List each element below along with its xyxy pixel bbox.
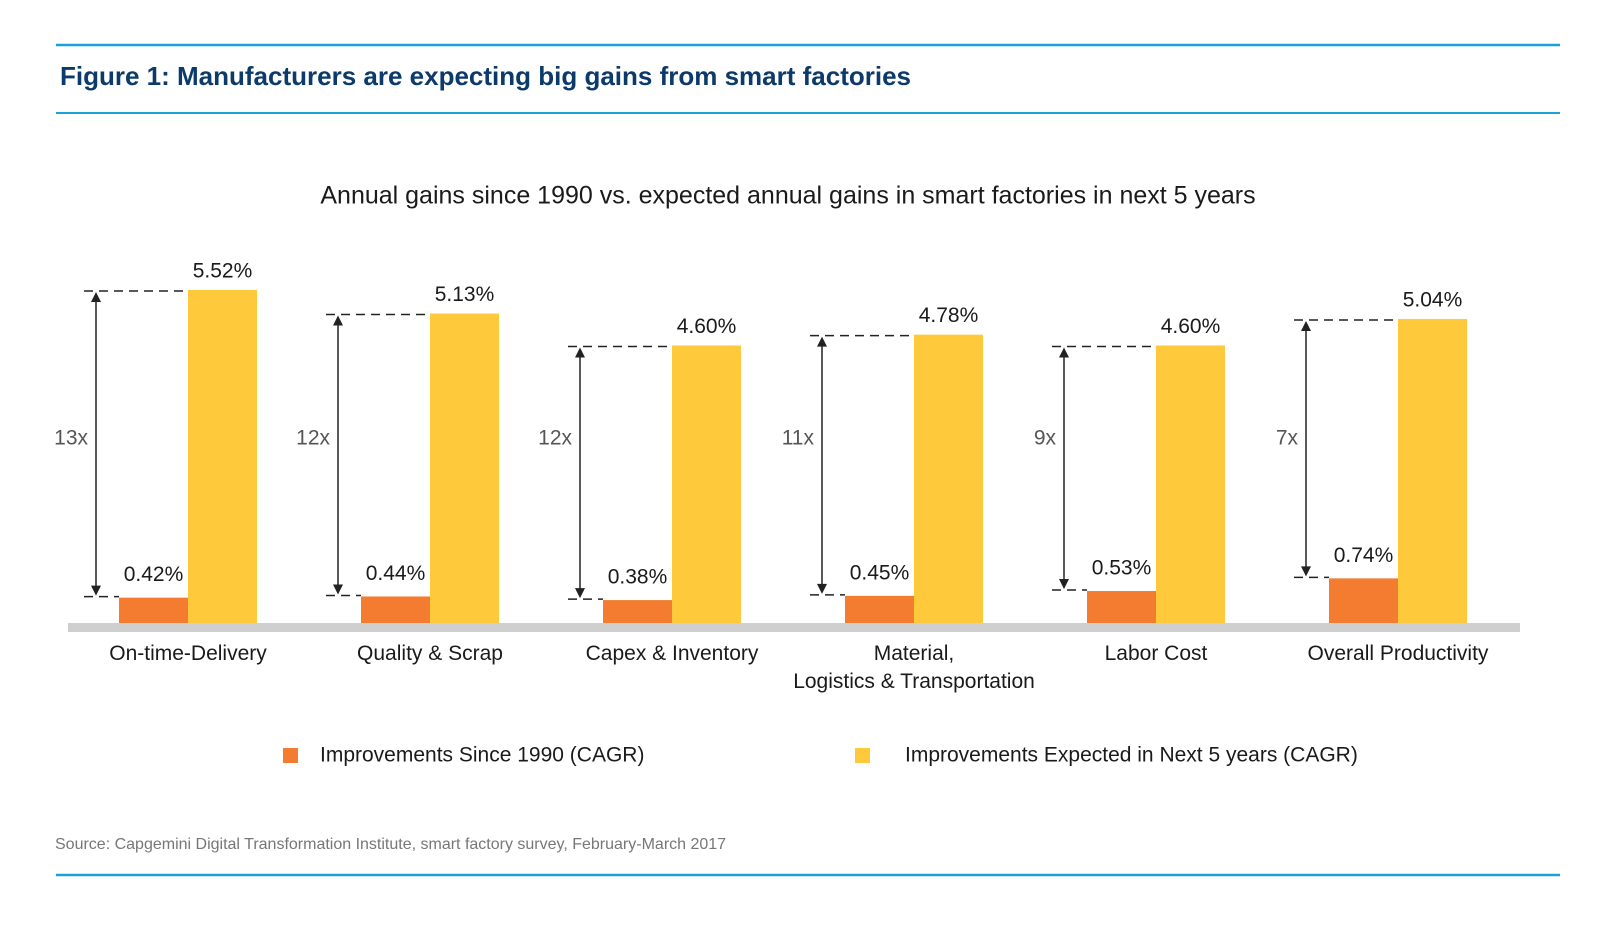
arrow-head [91, 585, 101, 596]
ratio-label: 12x [538, 427, 572, 450]
arrow-head [91, 292, 101, 302]
arrow-head [1301, 566, 1311, 577]
value-label: 4.60% [1161, 315, 1221, 338]
value-label: 0.53% [1092, 557, 1152, 580]
x-tick-label: Overall Productivity [1308, 642, 1489, 665]
arrow-head [575, 347, 585, 358]
x-tick-label: Material, Logistics & Transportation [793, 642, 1035, 693]
x-tick-label: Labor Cost [1105, 642, 1208, 665]
arrow-head [1301, 320, 1311, 331]
bar [914, 334, 983, 623]
legend-label: Improvements Expected in Next 5 years (C… [905, 744, 1358, 767]
ratio-label: 13x [54, 427, 88, 450]
legend-swatch [855, 748, 870, 763]
arrow-head [1059, 579, 1069, 590]
bar [1156, 345, 1225, 623]
arrow-head [817, 336, 827, 347]
value-label: 0.38% [608, 566, 668, 589]
value-label: 5.52% [193, 260, 253, 283]
x-tick-label: On-time-Delivery [109, 642, 267, 665]
value-label: 0.42% [124, 563, 184, 586]
bar [672, 345, 741, 623]
chart-subtitle: Annual gains since 1990 vs. expected ann… [320, 182, 1255, 210]
ratio-label: 9x [1034, 427, 1057, 450]
value-label: 0.45% [850, 561, 910, 584]
source: Source: Capgemini Digital Transformation… [55, 836, 726, 853]
value-label: 0.44% [366, 562, 426, 585]
value-label: 4.60% [677, 315, 737, 338]
value-label: 0.74% [1334, 544, 1394, 567]
bar [845, 595, 914, 623]
value-label: 5.13% [435, 283, 495, 306]
x-tick-label: Capex & Inventory [586, 642, 759, 665]
ratio-label: 11x [782, 427, 815, 450]
bar [1329, 578, 1398, 623]
bar [119, 597, 188, 623]
baseline [68, 623, 1520, 632]
ratio-label: 7x [1276, 427, 1299, 450]
bar [188, 290, 257, 623]
arrow-head [575, 588, 585, 599]
bar [1087, 591, 1156, 623]
bar [361, 596, 430, 623]
ratio-label: 12x [296, 427, 330, 450]
arrow-head [333, 315, 343, 326]
arrow-head [817, 583, 827, 594]
bar [1398, 318, 1467, 623]
legend-label: Improvements Since 1990 (CAGR) [320, 744, 644, 767]
bar [430, 313, 499, 623]
legend-swatch [283, 748, 298, 763]
x-tick-label: Quality & Scrap [357, 642, 503, 665]
value-label: 5.04% [1403, 289, 1463, 312]
value-label: 4.78% [919, 304, 979, 327]
bar [603, 600, 672, 623]
arrow-head [1059, 347, 1069, 358]
arrow-head [333, 584, 343, 595]
chart-title: Figure 1: Manufacturers are expecting bi… [60, 61, 911, 91]
